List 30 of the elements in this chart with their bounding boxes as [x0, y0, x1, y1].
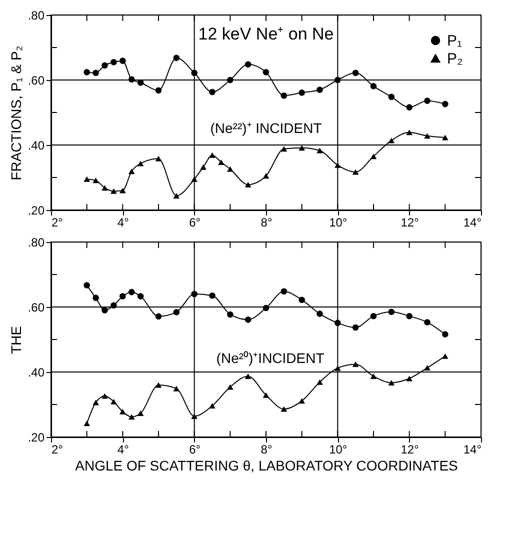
x-tick-label: 12° [400, 442, 420, 456]
x-tick-label: 8° [260, 442, 272, 456]
y-tick-label: .20 [28, 430, 45, 444]
y-tick-label: .60 [28, 300, 45, 314]
annotation: (Ne²⁰)⁺INCIDENT [216, 350, 325, 366]
x-tick-label: 14° [463, 216, 482, 230]
y-tick-label: .60 [28, 74, 45, 88]
y-tick-label: .80 [28, 236, 45, 250]
annotation: (Ne²²)⁺ INCIDENT [210, 120, 322, 136]
x-tick-label: 14° [463, 442, 482, 456]
y-axis-title: FRACTIONS, P₁ & P₂ [8, 46, 24, 180]
y-tick-label: .80 [28, 8, 45, 22]
x-tick-label: 10° [329, 442, 348, 456]
x-tick-label: 2° [52, 442, 64, 456]
y-tick-label: .20 [28, 204, 45, 218]
y-tick-label: .40 [28, 138, 45, 152]
legend-label: P₁ [447, 32, 462, 50]
x-tick-label: 6° [189, 216, 201, 230]
x-axis-title: ANGLE OF SCATTERING θ, LABORATORY COORDINATES [75, 458, 458, 474]
annotation: 12 keV Ne⁺ on Ne [198, 24, 334, 44]
x-tick-label: 12° [400, 216, 420, 230]
legend-label: P₂ [447, 50, 464, 68]
x-tick-label: 4° [117, 216, 130, 230]
x-tick-label: 6° [189, 442, 201, 456]
y-axis-title: THE [8, 326, 24, 354]
x-tick-label: 10° [329, 216, 348, 230]
x-tick-label: 2° [52, 216, 64, 230]
x-tick-label: 4° [117, 442, 130, 456]
y-tick-label: .40 [28, 366, 45, 380]
x-tick-label: 8° [260, 216, 272, 230]
